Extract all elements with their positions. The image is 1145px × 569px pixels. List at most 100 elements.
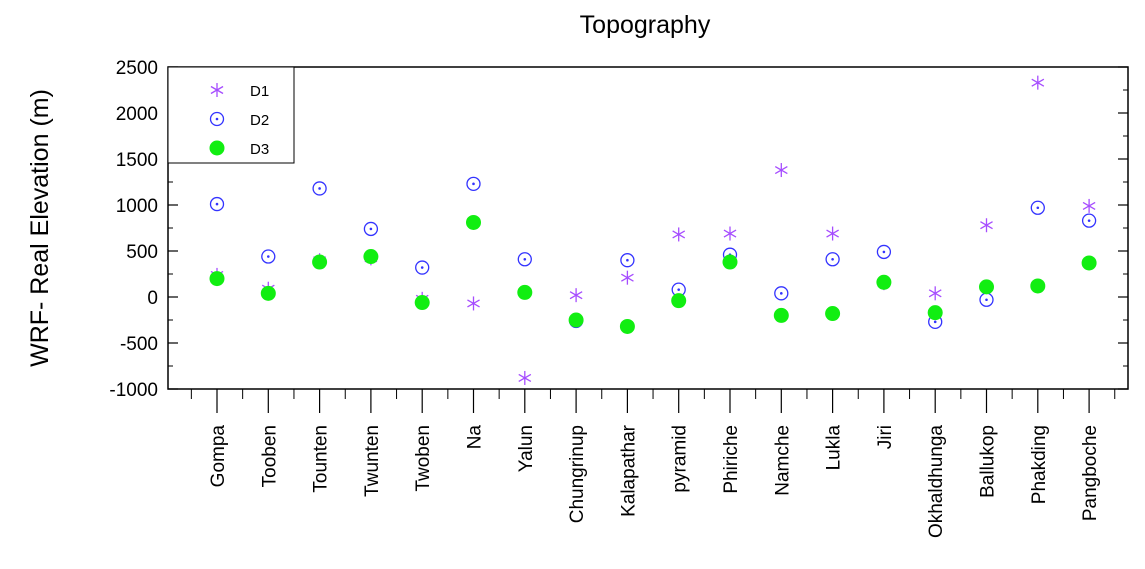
legend-box <box>167 66 295 164</box>
circle-ring <box>209 196 225 212</box>
y-tick-label: 500 <box>126 242 158 263</box>
point-D1 <box>518 370 532 385</box>
series-D1 <box>210 75 1096 385</box>
circle-ring <box>363 221 379 237</box>
point-D1 <box>723 226 737 241</box>
x-tick-label: Chungrinup <box>567 425 588 523</box>
point-D1 <box>1082 198 1096 213</box>
filled-circle <box>517 284 533 300</box>
point-D3 <box>773 307 789 323</box>
filled-circle <box>414 295 430 311</box>
x-tick-label: Phakding <box>1029 425 1050 504</box>
asterisk-stroke <box>774 165 788 175</box>
legend: D1 D2 D3 <box>167 66 295 164</box>
point-D3 <box>1081 255 1097 271</box>
x-tick-label: Na <box>465 425 486 450</box>
circle-ring <box>261 249 276 264</box>
x-tick-label: Jiri <box>875 425 896 449</box>
point-D2 <box>825 252 840 267</box>
asterisk-stroke <box>467 299 480 308</box>
x-tick-label: pyramid <box>670 425 691 493</box>
asterisk-stroke <box>518 373 532 383</box>
asterisk-stroke <box>980 221 993 230</box>
point-D3 <box>209 271 225 287</box>
filled-circle <box>260 285 276 301</box>
circle-ring <box>1030 200 1045 215</box>
filled-circle <box>927 305 943 321</box>
point-D3 <box>260 285 276 301</box>
point-D1 <box>569 288 583 303</box>
point-D1 <box>980 218 993 233</box>
point-D2 <box>466 176 481 191</box>
filled-circle <box>209 140 225 156</box>
filled-circle <box>619 318 635 334</box>
filled-circle <box>466 214 481 230</box>
filled-circle <box>209 271 225 287</box>
circle-dot <box>472 182 475 186</box>
circle-dot <box>985 298 988 302</box>
point-D1 <box>826 226 839 241</box>
point-D2 <box>620 253 635 268</box>
circle-dot <box>420 266 424 269</box>
point-D3 <box>466 214 481 230</box>
circle-ring <box>774 286 789 301</box>
chart-title: Topography <box>580 11 711 39</box>
asterisk-stroke <box>928 289 942 298</box>
legend-label: D2 <box>250 112 269 129</box>
x-tick-label: Yalun <box>516 425 537 472</box>
circle-dot <box>933 320 937 324</box>
y-tick-label: 1500 <box>116 150 158 171</box>
point-D2 <box>209 196 225 212</box>
asterisk-stroke <box>672 230 686 239</box>
point-D1 <box>774 163 788 178</box>
circle-ring <box>825 252 840 267</box>
circle-ring <box>876 244 892 260</box>
circle-ring <box>415 260 430 275</box>
point-D3 <box>979 279 994 295</box>
circle-dot <box>1036 206 1040 210</box>
circle-dot <box>215 117 219 121</box>
legend-item-D2: D2 <box>209 111 269 129</box>
point-D1 <box>928 286 942 301</box>
filled-circle <box>671 293 687 309</box>
filled-circle <box>1030 278 1046 294</box>
point-D1 <box>1031 75 1045 90</box>
point-D3 <box>363 249 379 265</box>
y-tick-label: 1000 <box>116 196 158 217</box>
series-D3 <box>209 214 1097 334</box>
x-tick-label: Tounten <box>311 425 332 493</box>
point-D3 <box>825 306 841 322</box>
asterisk-stroke <box>210 85 224 95</box>
point-D2 <box>363 221 379 237</box>
y-tick-label: -1000 <box>109 380 158 401</box>
point-D3 <box>671 293 687 309</box>
asterisk-stroke <box>1031 78 1045 87</box>
point-D2 <box>979 292 994 307</box>
x-tick-label: Namche <box>772 425 793 496</box>
point-D2 <box>312 181 327 196</box>
x-tick-label: Lukla <box>824 425 845 471</box>
point-D2 <box>876 244 892 260</box>
circle-ring <box>517 252 532 267</box>
circle-ring <box>620 253 635 268</box>
asterisk-stroke <box>1082 201 1096 210</box>
filled-circle <box>825 306 841 322</box>
point-D3 <box>876 274 892 290</box>
circle-dot <box>215 202 219 206</box>
point-D2 <box>774 286 789 301</box>
circle-ring <box>312 181 327 196</box>
x-tick-label: Gompa <box>208 425 229 488</box>
legend-item-D3: D3 <box>209 140 269 158</box>
circle-ring <box>466 176 481 191</box>
x-tick-label: Ballukop <box>978 425 999 498</box>
x-tick-label: Tooben <box>259 425 280 487</box>
x-tick-label: Pangboche <box>1080 425 1101 521</box>
point-D2 <box>517 252 532 267</box>
y-tick-label: -500 <box>120 334 158 355</box>
y-tick-label: 2000 <box>116 104 158 125</box>
asterisk-stroke <box>621 273 634 282</box>
circle-dot <box>626 258 629 262</box>
asterisk-stroke <box>826 229 839 238</box>
filled-circle <box>568 312 584 328</box>
x-tick-label: Twunten <box>362 425 383 497</box>
